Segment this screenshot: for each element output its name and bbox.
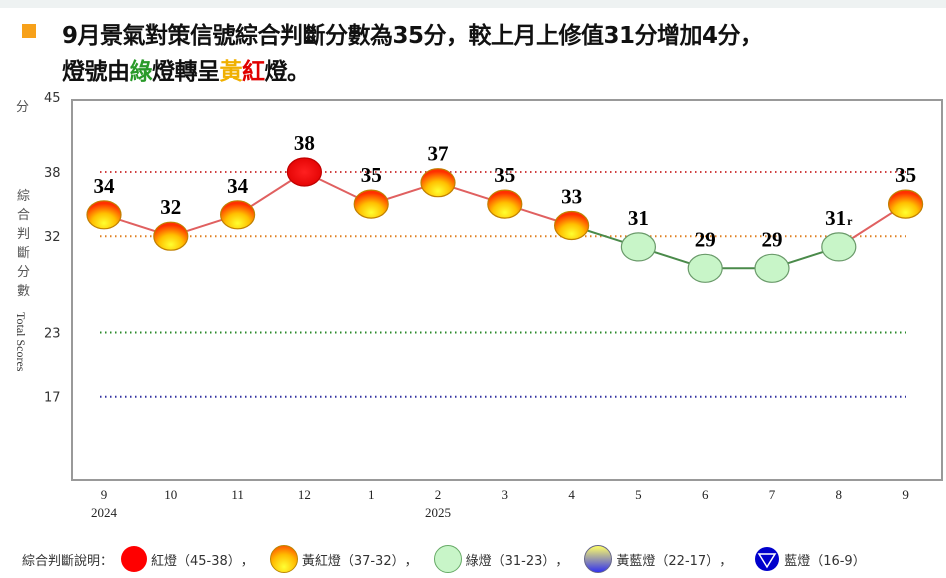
- score-chart: 分 綜合判斷分數 Total Scores 453832231734323438…: [14, 91, 943, 520]
- header-strip: [0, 0, 946, 8]
- data-label: 35: [895, 163, 916, 187]
- data-label: 31: [628, 206, 649, 230]
- data-point-red-light: [286, 157, 322, 187]
- x-tick-label: 9: [902, 487, 909, 502]
- y-axis-label-en: Total Scores: [14, 312, 28, 372]
- data-label: 32: [160, 195, 181, 219]
- legend-sep: ，: [555, 553, 569, 569]
- data-label: 33: [561, 185, 582, 209]
- x-year-label: 2025: [425, 505, 451, 520]
- data-point-green-light: [821, 232, 857, 262]
- y-unit-label: 分: [16, 100, 29, 115]
- legend-item-green: 綠燈（31-23），: [426, 545, 569, 573]
- legend-label: 紅燈（45-38）: [151, 553, 241, 569]
- legend-label: 黃紅燈（37-32）: [301, 553, 405, 569]
- data-point-yellow-red-light: [153, 221, 189, 251]
- x-tick-label: 11: [231, 487, 244, 502]
- legend-label: 黃藍燈（22-17）: [616, 553, 720, 569]
- headline-red: 紅: [242, 59, 265, 85]
- headline-green: 綠: [129, 59, 153, 85]
- x-tick-label: 4: [568, 487, 575, 502]
- legend: 綜合判斷說明： 紅燈（45-38）， 黃紅燈（37-32）， 綠燈（31-23）…: [22, 545, 874, 573]
- x-tick-label: 10: [164, 487, 177, 502]
- x-year-label: 2024: [91, 505, 118, 520]
- y-axis-label-zh: 綜合判斷分數: [17, 189, 30, 299]
- legend-item-yellow-blue: 黃藍燈（22-17），: [576, 545, 732, 573]
- y-tick-label: 38: [44, 166, 61, 181]
- headline-line1: 9月景氣對策信號綜合判斷分數為35分，較上月上修值31分增加4分，: [62, 23, 763, 49]
- legend-sep: ，: [404, 553, 418, 569]
- x-tick-label: 12: [298, 487, 311, 502]
- data-label: 35: [494, 163, 515, 187]
- blue-light-icon: [755, 547, 780, 571]
- x-tick-label: 8: [836, 487, 843, 502]
- legend-label: 藍燈（16-9）: [784, 553, 866, 569]
- legend-item-red: 紅燈（45-38），: [113, 546, 254, 572]
- data-point-yellow-red-light: [420, 168, 456, 198]
- legend-item-blue: 藍燈（16-9）: [740, 546, 866, 572]
- data-label: 34: [227, 174, 249, 198]
- data-point-yellow-red-light: [86, 200, 122, 230]
- x-tick-label: 9: [101, 487, 108, 502]
- yellow-blue-light-icon: [584, 545, 613, 573]
- x-tick-label: 2: [435, 487, 442, 502]
- yellow-red-light-icon: [269, 545, 298, 573]
- x-tick-label: 6: [702, 487, 709, 502]
- data-label: 38: [294, 131, 315, 155]
- headline-yellow: 黃: [219, 59, 243, 85]
- green-light-icon: [433, 545, 462, 573]
- bullet-icon: [22, 24, 36, 38]
- x-tick-label: 7: [769, 487, 776, 502]
- x-tick-label: 3: [502, 487, 509, 502]
- legend-sep: ，: [240, 553, 254, 569]
- legend-item-yellow-red: 黃紅燈（37-32），: [262, 545, 418, 573]
- legend-title: 綜合判斷說明：: [22, 553, 114, 569]
- data-label: 37: [428, 142, 449, 166]
- data-point-green-light: [754, 253, 790, 283]
- x-tick-label: 1: [368, 487, 375, 502]
- y-tick-label: 45: [44, 91, 61, 106]
- red-light-icon: [121, 546, 148, 572]
- y-tick-label: 23: [44, 327, 61, 342]
- headline-line2: 燈號由綠燈轉呈黃紅燈。: [62, 52, 310, 86]
- data-point-yellow-red-light: [553, 210, 590, 241]
- headline-text: 燈號由: [62, 59, 130, 85]
- headline-text: 燈。: [264, 59, 311, 85]
- x-tick-label: 5: [635, 487, 642, 502]
- data-label: 35: [361, 163, 382, 187]
- data-point-yellow-red-light: [887, 189, 924, 219]
- data-label: 34: [94, 174, 116, 198]
- legend-label: 綠燈（31-23）: [465, 553, 556, 569]
- data-label: 29: [762, 227, 783, 251]
- data-point-green-light: [620, 232, 657, 262]
- y-tick-label: 32: [44, 230, 61, 245]
- plot-frame: [71, 99, 943, 481]
- data-point-green-light: [687, 253, 723, 283]
- data-point-yellow-red-light: [487, 189, 523, 219]
- y-tick-label: 17: [44, 391, 61, 406]
- headline-text: 燈轉呈: [152, 59, 220, 85]
- data-point-yellow-red-light: [353, 189, 389, 219]
- legend-sep: ，: [719, 553, 733, 569]
- data-label: 29: [695, 227, 716, 251]
- data-point-yellow-red-light: [220, 200, 256, 230]
